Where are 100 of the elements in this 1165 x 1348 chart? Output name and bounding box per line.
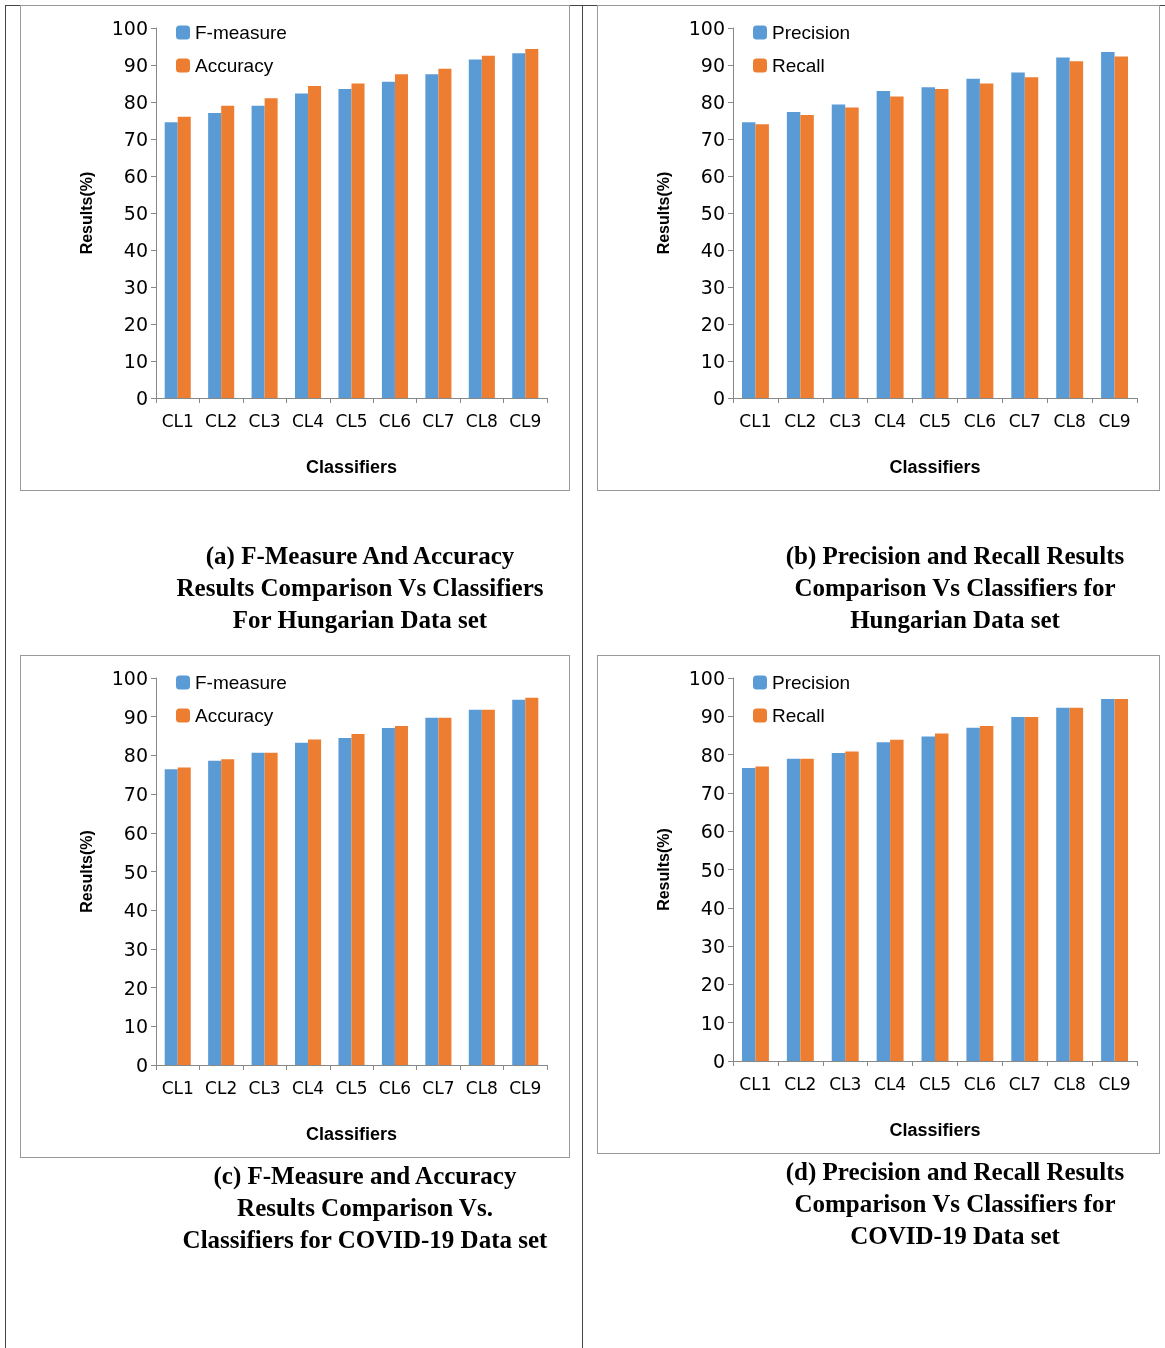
x-tick-label: CL5 [918, 1073, 952, 1094]
legend-label: Precision [772, 672, 851, 693]
y-tick-label: 10 [700, 350, 725, 372]
x-tick-label: CL9 [509, 1077, 542, 1098]
y-tick-label: 80 [700, 91, 725, 113]
x-tick-label: CL4 [291, 410, 325, 431]
bar [890, 739, 904, 1061]
y-tick-label: 70 [700, 128, 725, 150]
bar [831, 104, 846, 398]
bar [800, 114, 814, 398]
bar [1114, 56, 1129, 398]
y-tick-label: 90 [700, 54, 725, 76]
x-tick-label: CL5 [335, 410, 368, 431]
y-tick-label: 100 [688, 667, 725, 689]
bar [208, 760, 222, 1065]
x-tick-label: CL6 [378, 410, 412, 431]
y-tick-label: 90 [123, 54, 148, 76]
y-tick-label: 20 [123, 313, 148, 335]
bar [351, 734, 365, 1065]
bar [935, 89, 949, 398]
bar [308, 86, 322, 398]
y-tick-label: 90 [700, 705, 725, 728]
bar [966, 78, 980, 398]
x-tick-label: CL1 [161, 1077, 194, 1098]
bar [1069, 61, 1084, 398]
x-tick-label: CL4 [291, 1077, 325, 1098]
bar [164, 122, 178, 398]
bar [512, 53, 526, 398]
bar [481, 55, 495, 398]
bar [1101, 699, 1115, 1061]
x-tick-label: CL5 [335, 1077, 368, 1098]
bar [468, 709, 482, 1065]
y-tick-label: 40 [700, 896, 725, 919]
y-tick-label: 50 [123, 860, 148, 883]
y-tick-label: 100 [111, 17, 148, 39]
x-tick-label: CL2 [205, 410, 238, 431]
bar [525, 49, 539, 398]
y-tick-label: 30 [123, 937, 148, 960]
bar [921, 736, 935, 1061]
bar [208, 113, 222, 398]
y-tick-label: 60 [700, 820, 725, 843]
y-tick-label: 50 [700, 858, 725, 881]
y-tick-label: 50 [700, 202, 725, 224]
y-tick-label: 30 [123, 276, 148, 298]
y-tick-label: 60 [123, 821, 148, 844]
bar [525, 697, 539, 1065]
bar [338, 737, 352, 1065]
bar [264, 98, 278, 398]
x-tick-label: CL6 [378, 1077, 412, 1098]
x-tick-label: CL2 [205, 1077, 238, 1098]
bar [177, 116, 191, 398]
x-tick-label: CL4 [874, 1073, 907, 1094]
bar [251, 752, 265, 1065]
bar [845, 751, 859, 1061]
y-tick-label: 0 [712, 387, 725, 409]
x-tick-label: CL4 [874, 410, 907, 431]
y-axis-title: Results(%) [654, 828, 672, 911]
y-tick-label: 0 [135, 387, 148, 409]
bar [251, 105, 265, 398]
y-tick-label: 100 [111, 667, 148, 689]
y-axis-title: Results(%) [77, 171, 95, 255]
y-tick-label: 40 [700, 239, 725, 261]
bar [425, 717, 439, 1065]
bar [468, 59, 482, 398]
legend-label: Precision [772, 22, 851, 43]
x-tick-label: CL7 [422, 410, 455, 431]
bar [394, 725, 408, 1065]
x-axis-title: Classifiers [889, 457, 981, 477]
bar [221, 105, 235, 398]
bar [1069, 707, 1084, 1061]
bar [164, 769, 178, 1065]
y-tick-label: 20 [700, 973, 725, 996]
y-tick-label: 0 [712, 1050, 725, 1072]
x-tick-label: CL5 [918, 410, 952, 431]
x-tick-label: CL8 [465, 1077, 498, 1098]
y-tick-label: 100 [688, 17, 725, 39]
bar [1011, 717, 1025, 1061]
bar [1024, 77, 1039, 398]
y-tick-label: 0 [135, 1054, 148, 1076]
text: (c) F-Measure and Accuracy Results Comparison Vs. Classifiers for COVID-19 Data set [181, 1161, 549, 1255]
y-tick-label: 70 [123, 783, 148, 806]
bar [264, 752, 278, 1065]
x-tick-label: CL8 [465, 410, 498, 431]
bar [786, 758, 801, 1061]
y-tick-label: 10 [123, 350, 148, 372]
bar [438, 68, 452, 398]
bar [755, 124, 769, 398]
bar [921, 87, 935, 398]
x-tick-label: CL6 [963, 410, 996, 431]
x-axis-title: Classifiers [305, 1124, 398, 1144]
bar [966, 727, 980, 1061]
bar [1056, 707, 1070, 1061]
x-tick-label: CL3 [248, 410, 281, 431]
x-tick-label: CL9 [1098, 410, 1131, 431]
bar [394, 74, 408, 398]
y-tick-label: 40 [123, 239, 148, 261]
x-tick-label: CL8 [1053, 1073, 1086, 1094]
x-tick-label: CL8 [1053, 410, 1086, 431]
y-tick-label: 10 [700, 1011, 725, 1034]
legend-label: F-measure [195, 672, 287, 693]
